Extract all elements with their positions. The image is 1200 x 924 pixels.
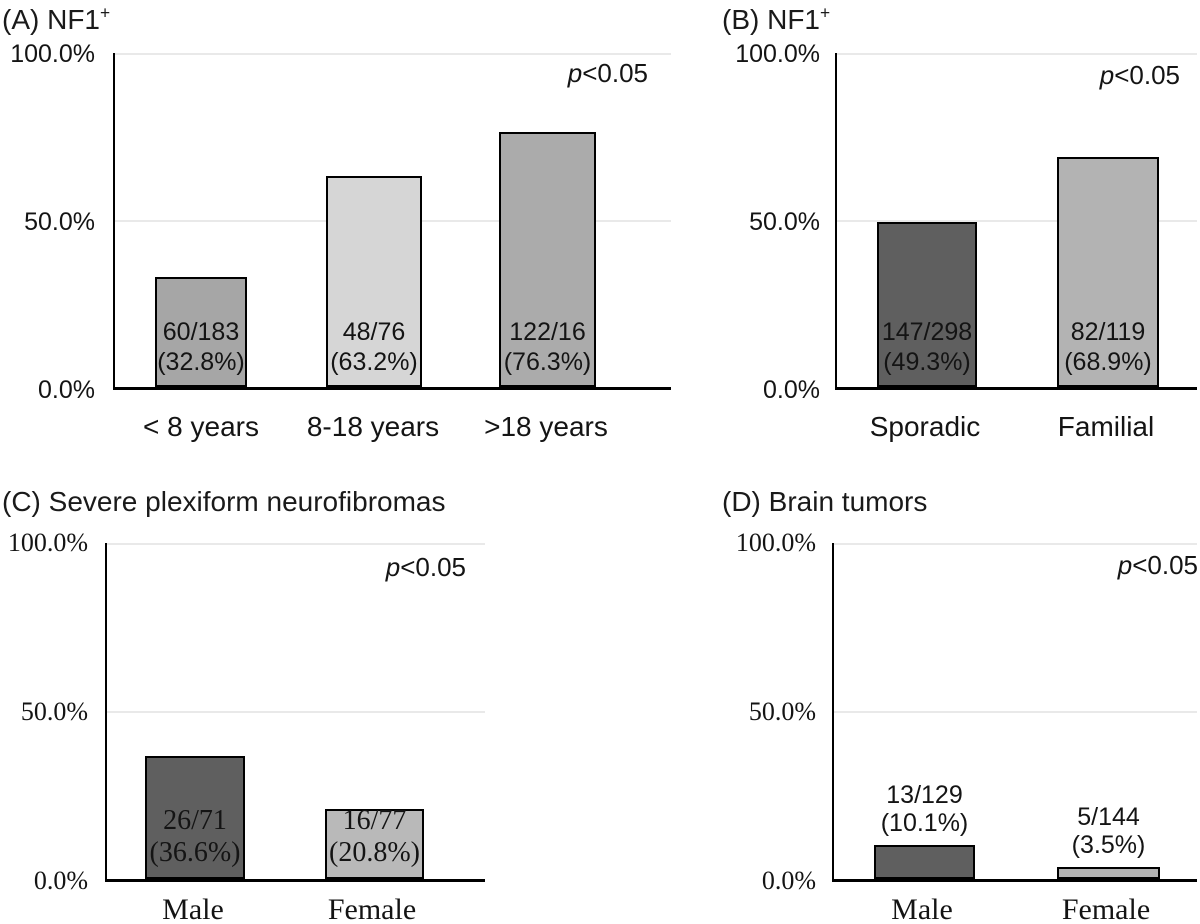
panel-c-gridline-100 bbox=[107, 543, 485, 545]
panel-a-bar3-label: 122/16 (76.3%) bbox=[471, 317, 624, 377]
panel-c-bar-male: 26/71 (36.6%) bbox=[145, 756, 245, 879]
panel-b-bar-sporadic: 147/298 (49.3%) bbox=[877, 222, 977, 387]
panel-a-ytick-50: 50.0% bbox=[24, 208, 95, 236]
panel-b-bar1-label: 147/298 (49.3%) bbox=[849, 317, 1005, 377]
panel-d-plot-area: 13/129 (10.1%) 5/144 (3.5%) bbox=[832, 543, 1197, 882]
panel-b-ytick-50: 50.0% bbox=[749, 208, 820, 236]
panel-d-p-symbol: p bbox=[1117, 550, 1133, 580]
panel-d-ytick-100: 100.0% bbox=[735, 528, 816, 557]
panel-a-ytick-100: 100.0% bbox=[10, 40, 95, 68]
panel-c-bar2-label: 16/77 (20.8%) bbox=[297, 805, 452, 869]
panel-d-title-text: (D) Brain tumors bbox=[722, 486, 928, 517]
panel-d-gridline-100 bbox=[834, 543, 1197, 545]
panel-b-gridline-50 bbox=[837, 220, 1197, 222]
panel-b-p-value: p<0.05 bbox=[980, 60, 1180, 91]
panel-a-bar1-fraction: 60/183 bbox=[162, 318, 240, 346]
panel-d-title: (D) Brain tumors bbox=[722, 486, 927, 518]
panel-d-ytick-0: 0.0% bbox=[761, 866, 816, 895]
panel-a-bar-8-18-years: 48/76 (63.2%) bbox=[326, 175, 422, 387]
panel-a-xlabel-8-18-years: 8-18 years bbox=[306, 411, 440, 442]
panel-d-xlabel-male: Male bbox=[891, 893, 953, 924]
panel-d-p-value: p<0.05 bbox=[998, 550, 1198, 581]
panel-b-title-superscript: + bbox=[820, 2, 831, 23]
panel-a-bar-gt-18-years: 122/16 (76.3%) bbox=[499, 132, 596, 387]
panel-b-xlabel-sporadic: Sporadic bbox=[869, 411, 981, 442]
panel-a-p-symbol: p bbox=[567, 58, 583, 88]
panel-a-title: (A) NF1+ bbox=[2, 4, 110, 36]
panel-b-bar2-label: 82/119 (68.9%) bbox=[1029, 317, 1187, 377]
panel-c-bar1-fraction: 26/71 bbox=[163, 805, 227, 836]
panel-c-p-value: p<0.05 bbox=[266, 552, 466, 583]
panel-a-bar-lt-8-years: 60/183 (32.8%) bbox=[155, 277, 247, 387]
panel-b-plot-area: 147/298 (49.3%) 82/119 (68.9%) bbox=[835, 53, 1197, 390]
panel-b-ytick-0: 0.0% bbox=[763, 376, 820, 404]
panel-a-p-value: p<0.05 bbox=[448, 58, 648, 89]
panel-d-bar-female bbox=[1057, 867, 1160, 879]
panel-a-bar3-percent: (76.3%) bbox=[503, 348, 592, 376]
panel-d-p-threshold: <0.05 bbox=[1132, 550, 1198, 580]
panel-d-bar2-percent: (3.5%) bbox=[1071, 831, 1146, 860]
panel-b-title: (B) NF1+ bbox=[722, 4, 830, 36]
panel-c-plot-area: 26/71 (36.6%) 16/77 (20.8%) bbox=[105, 543, 485, 882]
panel-b-xlabel-familial: Familial bbox=[1057, 411, 1155, 442]
panel-a-gridline-100 bbox=[115, 53, 671, 55]
panel-c-ytick-50: 50.0% bbox=[20, 697, 88, 726]
panel-b-bar1-percent: (49.3%) bbox=[883, 348, 971, 376]
panel-a-plot-area: 60/183 (32.8%) 48/76 (63.2%) 122/16 (76.… bbox=[113, 53, 671, 390]
panel-d-bar2-label: 5/144 (3.5%) bbox=[1027, 803, 1190, 859]
panel-d-bar1-label: 13/129 (10.1%) bbox=[844, 781, 1005, 837]
panel-d-bar-male bbox=[874, 845, 975, 879]
panel-b-gridline-100 bbox=[837, 53, 1197, 55]
panel-c-ytick-100: 100.0% bbox=[7, 528, 88, 557]
panel-c-bar2-percent: (20.8%) bbox=[329, 837, 420, 868]
panel-b-bar1-fraction: 147/298 bbox=[881, 318, 973, 346]
panel-b-bar2-percent: (68.9%) bbox=[1064, 348, 1152, 376]
panel-c-p-threshold: <0.05 bbox=[400, 552, 466, 582]
panel-a-bar3-fraction: 122/16 bbox=[509, 318, 586, 346]
panel-d-gridline-50 bbox=[834, 711, 1197, 713]
panel-a-title-text: (A) NF1 bbox=[2, 4, 100, 35]
panel-c-bar1-label: 26/71 (36.6%) bbox=[117, 805, 273, 869]
panel-c-gridline-50 bbox=[107, 711, 485, 713]
panel-a-ytick-0: 0.0% bbox=[38, 376, 95, 404]
panel-c-xlabel-male: Male bbox=[162, 893, 224, 924]
panel-a-bar2-label: 48/76 (63.2%) bbox=[298, 317, 450, 377]
panel-c-p-symbol: p bbox=[385, 552, 401, 582]
panel-a-p-threshold: <0.05 bbox=[582, 58, 648, 88]
panel-a-bar1-percent: (32.8%) bbox=[157, 348, 245, 376]
panel-a-xlabel-lt-8-years: < 8 years bbox=[143, 411, 259, 442]
panel-c-bar2-fraction: 16/77 bbox=[342, 805, 407, 836]
panel-d-bar2-fraction: 5/144 bbox=[1077, 803, 1140, 832]
panel-b-p-symbol: p bbox=[1099, 60, 1115, 90]
panel-b-title-text: (B) NF1 bbox=[722, 4, 820, 35]
panel-a-bar2-percent: (63.2%) bbox=[330, 348, 418, 376]
panel-b-p-threshold: <0.05 bbox=[1114, 60, 1180, 90]
panel-c-title-text: (C) Severe plexiform neurofibromas bbox=[2, 486, 446, 517]
panel-d-ytick-50: 50.0% bbox=[748, 697, 816, 726]
panel-b-bar-familial: 82/119 (68.9%) bbox=[1057, 156, 1159, 387]
panel-b-bar2-fraction: 82/119 bbox=[1070, 318, 1146, 346]
panel-c-xlabel-female: Female bbox=[327, 893, 417, 924]
panel-d-xlabel-female: Female bbox=[1061, 893, 1151, 924]
panel-d-bar1-fraction: 13/129 bbox=[886, 781, 963, 810]
panel-c-ytick-0: 0.0% bbox=[33, 866, 88, 895]
panel-c-title: (C) Severe plexiform neurofibromas bbox=[2, 486, 446, 518]
panel-d-bar1-percent: (10.1%) bbox=[880, 809, 969, 838]
panel-b-ytick-100: 100.0% bbox=[735, 40, 820, 68]
panel-a-bar2-fraction: 48/76 bbox=[342, 318, 406, 346]
panel-a-bar1-label: 60/183 (32.8%) bbox=[127, 317, 275, 377]
panel-a-title-superscript: + bbox=[100, 2, 111, 23]
panel-c-bar-female: 16/77 (20.8%) bbox=[325, 805, 424, 879]
panel-a-xlabel-gt-18-years: >18 years bbox=[484, 411, 608, 442]
panel-c-bar1-percent: (36.6%) bbox=[149, 837, 241, 868]
